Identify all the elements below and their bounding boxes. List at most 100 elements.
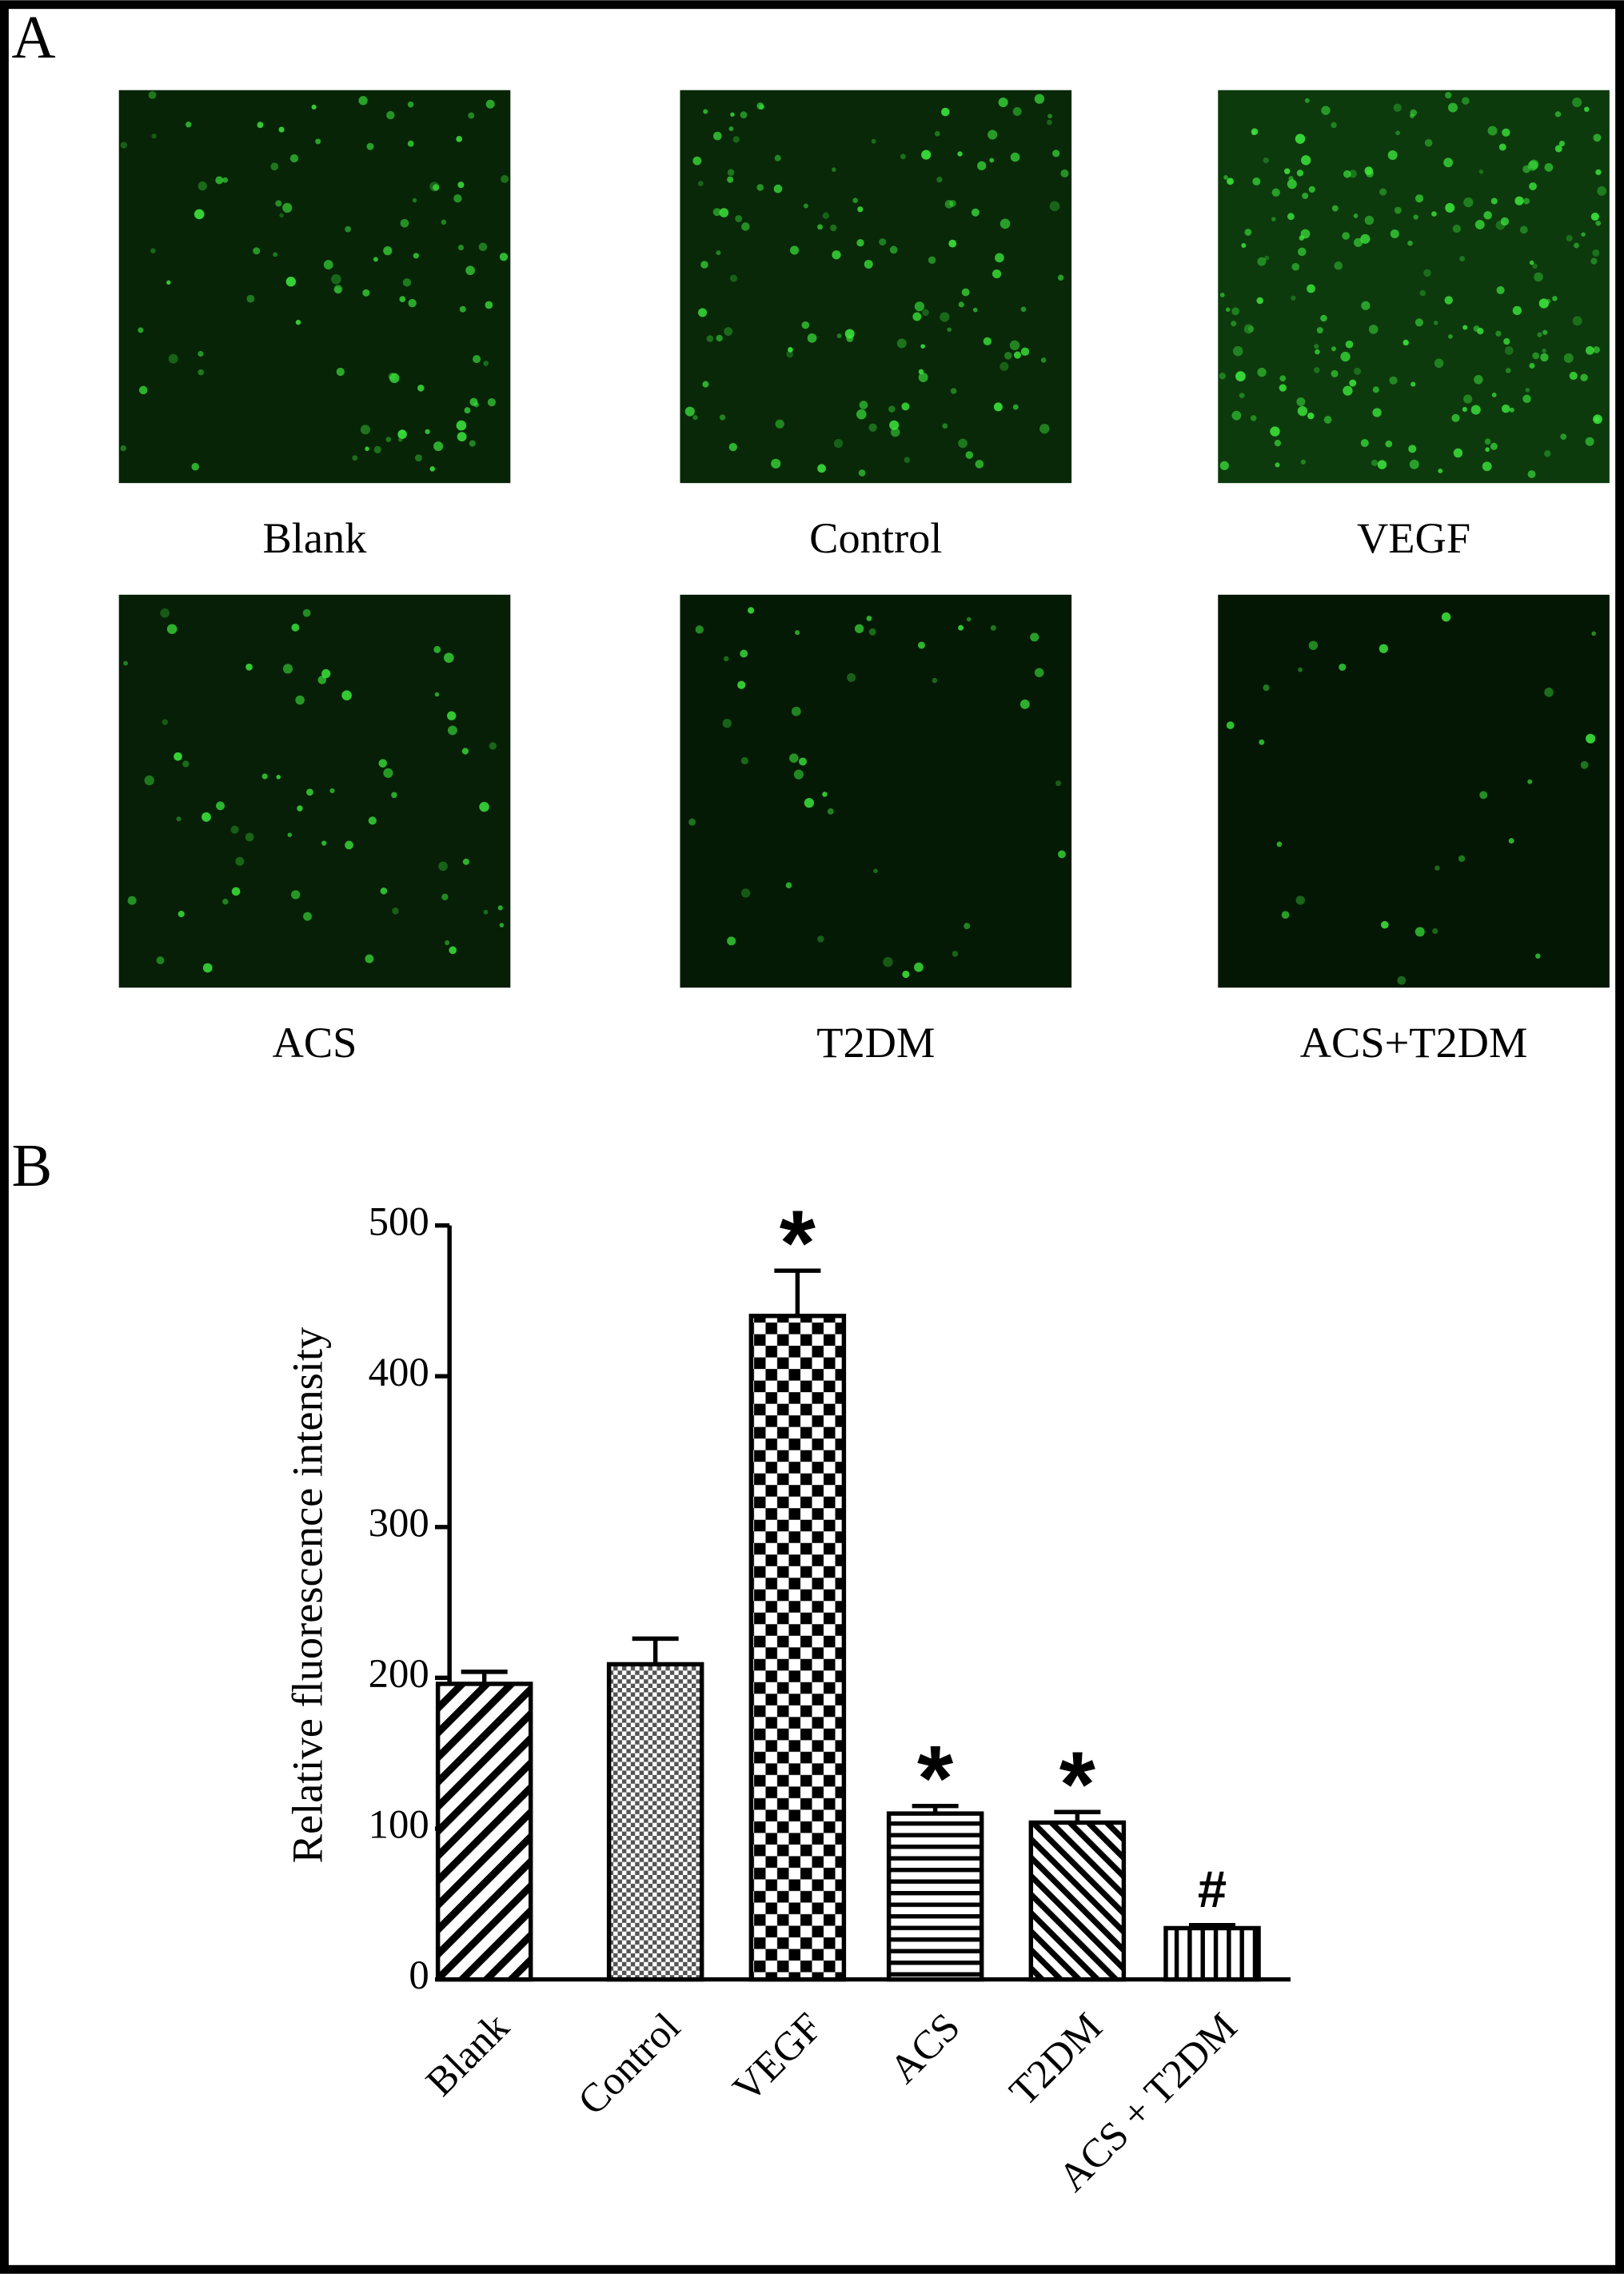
cell-spot: [138, 327, 144, 333]
cell-spot: [958, 624, 964, 631]
cell-spot: [1504, 346, 1514, 355]
cell-spot: [740, 649, 748, 658]
cell-spot: [700, 261, 708, 269]
cell-spot: [1496, 285, 1505, 294]
cell-spot: [1057, 850, 1066, 859]
cell-spot: [1459, 256, 1466, 261]
cell-spot: [485, 301, 493, 309]
cell-spot: [1586, 733, 1596, 744]
cell-spot: [1283, 168, 1291, 174]
cell-spot: [174, 752, 182, 761]
cell-spot: [1009, 340, 1020, 351]
cell-spot: [771, 458, 781, 469]
cell-spot: [921, 150, 932, 160]
cell-spot: [291, 890, 301, 900]
cell-spot: [368, 816, 377, 825]
cell-spot: [795, 630, 800, 636]
cell-spot: [827, 808, 834, 815]
cell-spot: [1307, 412, 1315, 420]
cell-spot: [1343, 385, 1353, 396]
cell-spot: [728, 442, 737, 452]
cell-spot: [1529, 362, 1535, 369]
cell-spot: [445, 940, 450, 946]
image-label: Blank: [263, 514, 368, 562]
cell-spot: [1235, 371, 1246, 381]
cell-spot: [1244, 228, 1252, 236]
cell-spot: [166, 280, 171, 285]
cell-spot: [1331, 369, 1339, 377]
cell-spot: [279, 213, 284, 218]
significance-mark: *: [780, 1191, 816, 1295]
cell-spot: [852, 197, 858, 203]
cell-spot: [433, 184, 440, 191]
cell-spot: [499, 253, 509, 261]
cell-spot: [323, 260, 333, 269]
cell-spot: [441, 219, 447, 225]
cell-spot: [216, 801, 225, 811]
cell-spot: [1296, 170, 1304, 177]
cell-spot: [773, 184, 783, 193]
cell-spot: [178, 911, 185, 918]
cell-spot: [1487, 126, 1498, 136]
y-tick-label: 300: [369, 1500, 429, 1545]
cell-spot: [457, 245, 465, 251]
cell-spot: [478, 242, 488, 252]
cell-spot: [1552, 296, 1558, 301]
cell-spot: [1415, 194, 1424, 203]
cell-spot: [952, 951, 959, 957]
cell-spot: [912, 312, 922, 321]
cell-spot: [270, 162, 279, 171]
cell-spot: [417, 384, 425, 392]
cell-spot: [402, 278, 412, 287]
y-tick-label: 200: [369, 1651, 429, 1696]
cell-spot: [1595, 220, 1602, 226]
bar: [886, 1811, 984, 1982]
cell-spot: [462, 858, 469, 865]
cell-spot: [469, 440, 476, 447]
cell-spot: [918, 641, 925, 649]
cell-spot: [732, 136, 740, 143]
cell-spot: [896, 338, 907, 349]
cell-spot: [1364, 215, 1375, 225]
cell-spot: [245, 663, 253, 671]
cell-spot: [400, 218, 409, 228]
cell-spot: [414, 454, 422, 462]
cell-spot: [1276, 841, 1283, 848]
cell-spot: [425, 429, 430, 435]
cell-spot: [950, 388, 957, 394]
cell-spot: [1295, 134, 1306, 144]
cell-spot: [866, 616, 872, 621]
cell-spot: [844, 329, 855, 339]
cell-spot: [378, 759, 388, 768]
cell-spot: [747, 607, 755, 614]
cell-spot: [727, 176, 734, 183]
cell-spot: [1444, 296, 1453, 305]
cell-spot: [947, 327, 952, 332]
cell-spot: [1012, 107, 1022, 117]
cell-spot: [464, 407, 471, 414]
cell-spot: [798, 757, 808, 766]
cell-spot: [1252, 177, 1261, 186]
cell-spot: [1300, 459, 1306, 465]
micrograph: [118, 594, 511, 988]
cell-spot: [966, 616, 972, 622]
cell-spot: [1275, 462, 1280, 468]
cell-spot: [719, 414, 726, 421]
cell-spot: [449, 946, 457, 955]
cell-spot: [793, 769, 804, 780]
cell-spot: [1529, 182, 1537, 190]
cell-spot: [1300, 229, 1311, 239]
cell-spot: [1509, 407, 1514, 413]
cell-spot: [1415, 318, 1423, 327]
cell-spot: [1538, 298, 1549, 309]
cell-spot: [1361, 301, 1371, 310]
cell-spot: [1527, 779, 1533, 784]
cell-spot: [1483, 210, 1492, 220]
cell-spot: [245, 832, 254, 842]
cell-spot: [1307, 284, 1315, 293]
bar: [606, 1662, 704, 1982]
cell-spot: [1413, 214, 1419, 220]
cell-spot: [1281, 911, 1290, 920]
cell-spot: [1360, 439, 1369, 448]
